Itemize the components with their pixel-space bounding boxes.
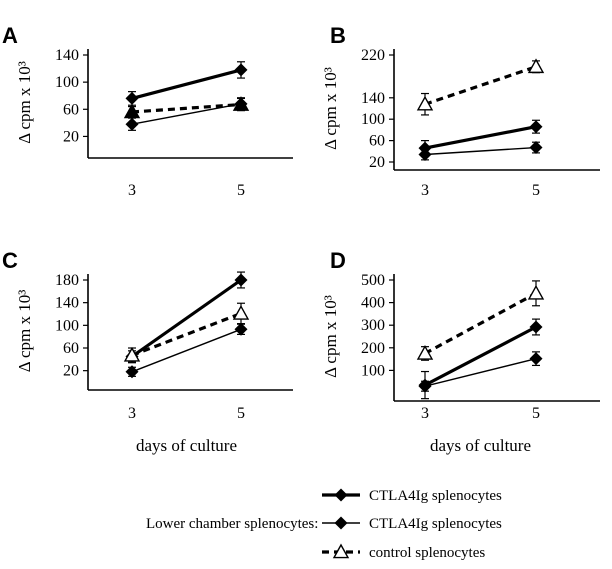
data-point-diamond xyxy=(234,63,248,77)
series-line xyxy=(424,325,537,387)
data-point-triangle-open xyxy=(416,95,434,111)
y-axis-label: Δ cpm x 10³ xyxy=(15,290,34,373)
data-point-diamond xyxy=(529,320,543,334)
y-tick-label: 20 xyxy=(369,154,385,171)
y-axis-label: Δ cpm x 10³ xyxy=(321,295,340,378)
legend-marker-diamond xyxy=(334,516,348,530)
series-line xyxy=(131,311,242,357)
series-thin xyxy=(418,141,543,162)
series-line xyxy=(131,278,242,358)
series-line xyxy=(424,125,537,150)
y-tick-label: 60 xyxy=(63,101,79,118)
x-tick-label: 5 xyxy=(532,405,540,422)
legend-label: CTLA4Ig splenocytes xyxy=(369,516,502,532)
x-tick-label: 5 xyxy=(237,405,245,422)
legend-marker-triangle-open xyxy=(332,543,350,559)
data-point-diamond xyxy=(529,120,543,134)
data-point-triangle-open xyxy=(527,58,545,74)
panel-letter: B xyxy=(330,23,346,48)
y-tick-label: 100 xyxy=(361,362,385,379)
legend: CTLA4Ig splenocytes CTLA4Ig splenocytes co… xyxy=(146,488,502,561)
series-dashed xyxy=(123,96,250,119)
y-tick-label: 140 xyxy=(55,295,79,312)
y-axis-label: Δ cpm x 10³ xyxy=(15,61,34,144)
x-axis-title: days of culture xyxy=(430,436,531,455)
series-line xyxy=(131,68,242,100)
y-axis-label: Δ cpm x 10³ xyxy=(321,67,340,150)
series-dashed xyxy=(123,302,250,364)
y-tick-label: 500 xyxy=(361,272,385,289)
x-tick-label: 5 xyxy=(237,182,245,199)
y-tick-label: 100 xyxy=(55,317,79,334)
series-line xyxy=(424,146,537,156)
data-point-diamond xyxy=(529,352,543,366)
series-thick xyxy=(418,318,543,400)
legend-label: control splenocytes xyxy=(369,545,485,561)
legend-entry-dashed: control splenocytes xyxy=(322,543,485,561)
y-tick-label: 180 xyxy=(55,272,79,289)
series-line xyxy=(131,328,242,373)
data-point-triangle-filled xyxy=(123,103,141,119)
data-point-triangle-open xyxy=(416,345,434,360)
data-point-diamond xyxy=(125,117,139,131)
x-tick-label: 3 xyxy=(128,182,136,199)
x-tick-label: 5 xyxy=(532,182,540,199)
data-point-diamond xyxy=(418,379,432,393)
panel-letter: A xyxy=(2,23,18,48)
y-tick-label: 140 xyxy=(55,47,79,64)
x-tick-label: 3 xyxy=(128,405,136,422)
y-tick-label: 100 xyxy=(361,111,385,128)
y-tick-label: 60 xyxy=(63,340,79,357)
data-point-triangle-open xyxy=(232,304,250,320)
y-tick-label: 20 xyxy=(63,128,79,145)
data-point-diamond xyxy=(234,273,248,287)
series-thick xyxy=(418,119,543,157)
series-thin xyxy=(125,322,248,379)
chart-panel-a: A 20 60 100 140 Δ cpm x 10³ 3 5 xyxy=(2,23,293,199)
x-tick-label: 3 xyxy=(421,182,429,199)
panel-letter: C xyxy=(2,248,18,273)
series-dashed xyxy=(416,280,545,361)
x-tick-label: 3 xyxy=(421,405,429,422)
legend-group-label: Lower chamber splenocytes: xyxy=(146,516,318,532)
y-tick-label: 300 xyxy=(361,317,385,334)
y-tick-label: 140 xyxy=(361,90,385,107)
data-point-triangle-filled xyxy=(232,96,250,111)
y-tick-label: 100 xyxy=(55,74,79,91)
data-point-triangle-open xyxy=(527,284,545,300)
data-point-diamond xyxy=(125,365,139,379)
y-tick-label: 20 xyxy=(63,363,79,380)
legend-entry-thick: CTLA4Ig splenocytes xyxy=(322,488,502,504)
series-thin xyxy=(125,97,248,131)
y-tick-label: 220 xyxy=(361,47,385,64)
y-tick-label: 400 xyxy=(361,295,385,312)
data-point-diamond xyxy=(125,91,139,105)
legend-label: CTLA4Ig splenocytes xyxy=(369,488,502,504)
panel-letter: D xyxy=(330,248,346,273)
legend-marker-diamond xyxy=(334,488,348,502)
series-dashed xyxy=(416,58,545,116)
y-tick-label: 200 xyxy=(361,340,385,357)
data-point-triangle-open xyxy=(123,346,141,362)
x-axis-title: days of culture xyxy=(136,436,237,455)
series-thick xyxy=(125,61,248,106)
data-point-diamond xyxy=(418,148,432,162)
y-tick-label: 60 xyxy=(369,133,385,150)
chart-panel-b: B 20 60 100 140 220 Δ cpm x 10³ 3 5 xyxy=(321,23,600,199)
data-point-diamond xyxy=(234,322,248,336)
series-line xyxy=(131,102,242,114)
series-thin xyxy=(418,351,543,393)
data-point-diamond xyxy=(529,141,543,155)
series-line xyxy=(424,65,537,106)
legend-entry-thin: CTLA4Ig splenocytes xyxy=(322,516,502,532)
series-line xyxy=(424,357,537,387)
series-line xyxy=(424,291,537,355)
